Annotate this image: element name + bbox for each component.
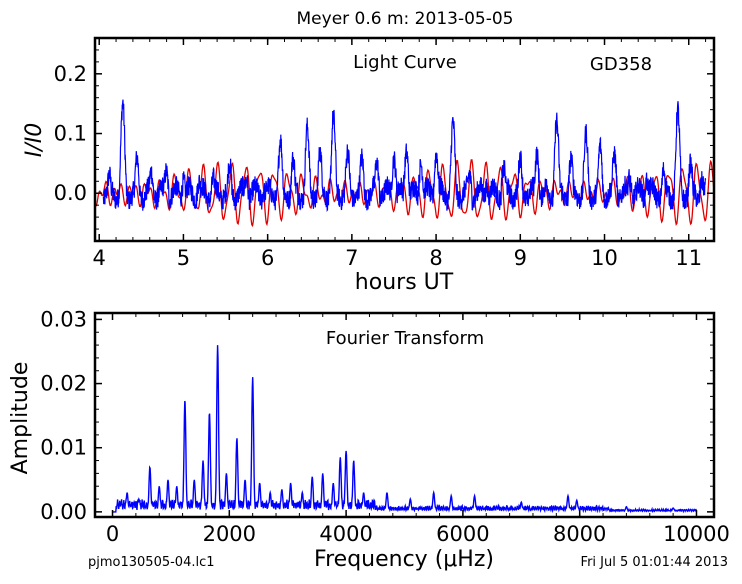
y-tick-label: 0.2 (54, 62, 87, 86)
x-tick-label: 6000 (436, 522, 489, 546)
light-curve-series-line (102, 99, 707, 212)
y-tick-label: 0.00 (40, 500, 87, 524)
fourier-series-line (112, 345, 697, 514)
footer-filename: pjmo130505-04.lc1 (88, 555, 215, 570)
y-tick-label: 0.1 (54, 122, 87, 146)
fourier-y-axis-title: Amplitude (8, 362, 33, 475)
y-tick-label: 0.01 (40, 436, 87, 460)
light-curve-frame (93, 36, 716, 243)
x-tick-label: 8000 (553, 522, 606, 546)
fourier-x-axis-title: Frequency (μHz) (314, 547, 494, 572)
x-tick-label: 4000 (319, 522, 372, 546)
light-curve-y-axis-title: I/I0 (22, 123, 47, 157)
page-title: Meyer 0.6 m: 2013-05-05 (297, 9, 514, 29)
x-tick-label: 5 (177, 246, 190, 270)
y-tick-label: 0.02 (40, 372, 87, 396)
x-tick-label: 7 (345, 246, 358, 270)
x-tick-label: 4 (93, 246, 106, 270)
x-tick-label: 10 (591, 246, 618, 270)
fourier-annotation: Fourier Transform (326, 328, 484, 349)
x-tick-label: 8 (429, 246, 442, 270)
fourier-frame (93, 311, 716, 519)
y-tick-label: 0.03 (40, 307, 87, 331)
y-tick-label: 0.0 (54, 181, 87, 205)
x-tick-label: 11 (675, 246, 702, 270)
light-curve-panel: 4 5 6 7 8 9 10 11 0.0 0.1 0.2 Light Curve GD358 ho… (22, 36, 716, 295)
fourier-panel: 0 2000 4000 6000 8000 10000 0.00 0.01 0.02 0.03 F… (8, 307, 730, 572)
star-name-annotation: GD358 (590, 54, 652, 75)
footer-timestamp: Fri Jul 5 01:01:44 2013 (581, 555, 728, 570)
x-tick-label: 0 (106, 522, 119, 546)
x-tick-label: 2000 (203, 522, 256, 546)
light-curve-annotation: Light Curve (353, 52, 457, 73)
x-tick-label: 9 (514, 246, 527, 270)
x-tick-label: 6 (261, 246, 274, 270)
x-tick-label: 10000 (663, 522, 730, 546)
light-curve-x-axis-title: hours UT (355, 270, 454, 295)
